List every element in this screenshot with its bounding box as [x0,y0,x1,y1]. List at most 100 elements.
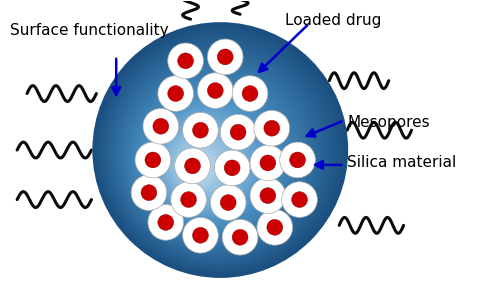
Circle shape [232,76,268,111]
Circle shape [144,96,272,223]
Circle shape [208,83,223,99]
Circle shape [165,126,241,202]
Circle shape [170,182,206,217]
Circle shape [168,131,236,198]
Circle shape [106,40,330,264]
Circle shape [131,77,292,238]
Circle shape [141,185,157,201]
Circle shape [150,104,264,218]
Circle shape [260,155,276,171]
Circle shape [132,79,289,236]
Circle shape [122,65,304,247]
Circle shape [95,26,344,275]
Circle shape [222,219,258,255]
Text: Loaded drug: Loaded drug [284,13,381,28]
Circle shape [170,133,234,197]
Circle shape [210,185,246,221]
Circle shape [158,214,174,230]
Circle shape [250,145,286,181]
Circle shape [110,48,322,259]
Circle shape [158,76,194,111]
Circle shape [146,99,269,221]
Circle shape [116,55,314,254]
Circle shape [168,43,203,79]
Circle shape [264,120,280,136]
Circle shape [143,94,274,225]
Circle shape [267,219,282,235]
Circle shape [100,33,337,270]
Text: Mesopores: Mesopores [347,116,430,130]
Circle shape [192,122,208,138]
Circle shape [152,106,261,216]
Circle shape [136,84,284,232]
Circle shape [156,114,254,211]
Circle shape [180,148,218,186]
Circle shape [250,178,286,213]
Circle shape [282,182,318,217]
Circle shape [166,128,238,200]
Circle shape [154,111,256,213]
Circle shape [182,150,216,184]
Text: Surface functionality: Surface functionality [10,23,169,38]
Circle shape [126,70,299,243]
Circle shape [141,92,276,227]
Circle shape [160,119,248,207]
Circle shape [172,136,231,195]
Circle shape [260,188,276,204]
Circle shape [162,121,246,205]
Circle shape [168,86,184,101]
Circle shape [148,101,266,220]
Circle shape [190,163,203,175]
Circle shape [230,124,246,140]
Circle shape [184,153,213,182]
Circle shape [192,227,208,243]
Circle shape [186,155,210,180]
Circle shape [158,116,251,209]
Circle shape [208,39,243,75]
Circle shape [129,75,294,239]
Circle shape [138,87,282,230]
Circle shape [108,45,324,261]
Circle shape [97,28,342,273]
Circle shape [218,49,233,65]
Circle shape [178,145,221,188]
Circle shape [182,217,218,253]
Circle shape [290,152,306,168]
Circle shape [98,30,340,272]
Circle shape [112,50,320,257]
Circle shape [180,192,196,208]
Circle shape [120,62,306,248]
Circle shape [114,53,317,255]
Circle shape [198,73,233,108]
Circle shape [140,89,279,229]
Circle shape [192,165,200,173]
Circle shape [148,205,184,240]
Circle shape [124,67,302,245]
Circle shape [194,168,198,172]
Circle shape [134,82,286,234]
Circle shape [143,108,178,144]
Circle shape [242,86,258,101]
Circle shape [280,142,316,178]
Circle shape [220,195,236,210]
Circle shape [187,158,208,179]
Circle shape [119,60,309,250]
Circle shape [153,109,258,214]
Circle shape [224,160,240,176]
Circle shape [135,142,170,178]
Circle shape [254,110,290,146]
Circle shape [257,209,292,245]
Circle shape [232,229,248,245]
Circle shape [131,175,167,210]
Circle shape [102,35,334,268]
Circle shape [174,148,210,184]
Circle shape [117,57,312,252]
Circle shape [182,112,218,148]
Circle shape [177,143,224,189]
Circle shape [178,53,194,69]
Circle shape [184,158,200,174]
Circle shape [175,140,226,191]
Circle shape [214,150,250,186]
Circle shape [163,124,244,204]
Circle shape [292,192,308,208]
